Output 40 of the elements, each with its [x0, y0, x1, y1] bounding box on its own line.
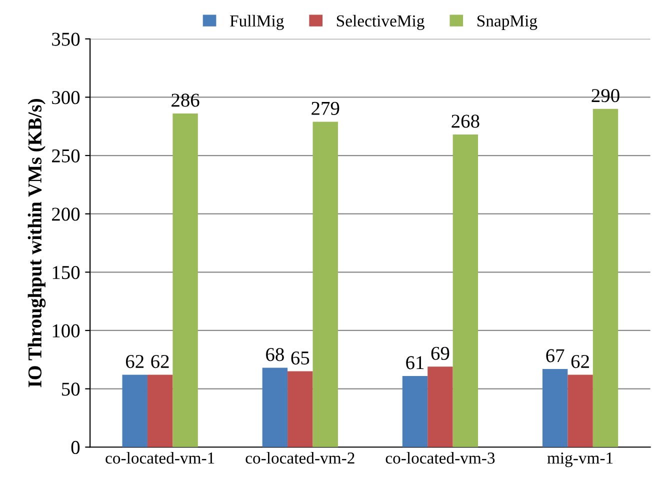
- bar: [122, 374, 148, 448]
- data-label: 279: [312, 102, 340, 115]
- bar: [172, 114, 198, 448]
- bar: [288, 371, 313, 448]
- bar: [542, 368, 568, 448]
- data-label: 68: [266, 348, 284, 362]
- x-tick-label: co-located-vm-1: [106, 452, 214, 464]
- y-tick-label: 150: [52, 266, 80, 280]
- bar: [428, 366, 453, 448]
- data-label: 286: [172, 94, 200, 107]
- y-tick-label: 300: [52, 91, 80, 104]
- x-tick-label: co-located-vm-2: [246, 452, 354, 464]
- data-label: 290: [592, 89, 620, 102]
- bar: [592, 108, 618, 448]
- x-tick-label: co-located-vm-3: [386, 452, 495, 464]
- data-label: 62: [126, 355, 144, 368]
- data-label: 67: [546, 349, 564, 362]
- data-label: 62: [151, 355, 169, 368]
- y-tick-label: 350: [52, 32, 80, 46]
- y-tick-label: 0: [71, 440, 80, 454]
- y-tick-label: 200: [52, 208, 80, 221]
- y-tick-label: 250: [52, 149, 80, 162]
- bar: [568, 374, 593, 448]
- bar: [402, 376, 428, 448]
- x-tick-label: mig-vm-1: [547, 452, 613, 468]
- bar: [147, 374, 173, 448]
- data-label: 62: [571, 355, 589, 368]
- data-label: 65: [291, 352, 310, 365]
- y-tick-label: 100: [52, 324, 80, 338]
- bar: [262, 368, 288, 448]
- legend-label: FullMig: [230, 14, 284, 30]
- bar: [452, 134, 478, 448]
- data-label: 268: [452, 114, 480, 128]
- legend-label: SnapMig: [478, 15, 538, 30]
- y-tick-label: 50: [62, 382, 80, 396]
- data-label: 61: [406, 356, 424, 370]
- y-axis-title: IO Throughput within VMs (KB/s): [28, 99, 46, 388]
- data-label: 69: [431, 346, 450, 360]
- legend-label: SelectiveMig: [336, 14, 424, 30]
- bar: [312, 122, 338, 448]
